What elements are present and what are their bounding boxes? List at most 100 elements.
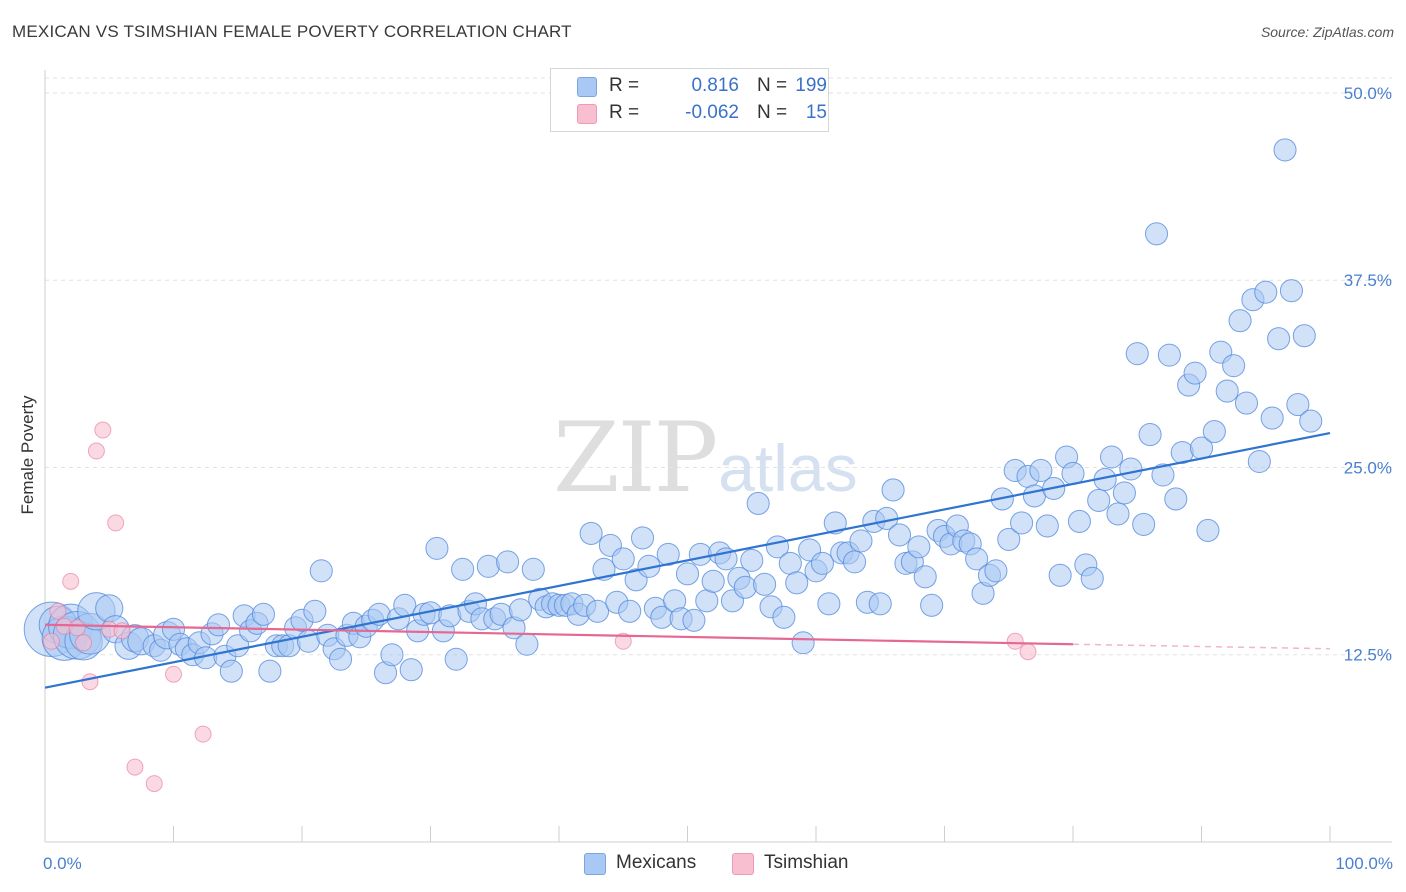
mexicans-point xyxy=(1299,409,1323,433)
legend-n-label: N = xyxy=(757,102,788,123)
tsimshian-point xyxy=(94,421,112,439)
mexicans-point xyxy=(1100,445,1124,469)
tsimshian-point xyxy=(42,632,60,650)
mexicans-point xyxy=(984,559,1008,583)
mexicans-point xyxy=(740,548,764,572)
tsimshian-trend-line xyxy=(44,623,1074,646)
x-tick-label: 100.0% xyxy=(1335,854,1393,873)
mexicans-point xyxy=(1247,449,1271,474)
mexicans-point xyxy=(1138,422,1162,447)
mexicans-point xyxy=(778,551,802,575)
mexicans-point xyxy=(1202,419,1226,444)
y-tick-label: 50.0% xyxy=(1344,84,1392,103)
mexicans-point xyxy=(1112,481,1136,505)
mexicans-point xyxy=(329,647,353,671)
mexicans-point xyxy=(251,602,276,626)
mexicans-point xyxy=(476,554,500,578)
mexicans-point xyxy=(425,536,449,560)
mexicans-point xyxy=(1080,566,1104,590)
chart-source: Source: ZipAtlas.com xyxy=(1260,24,1394,40)
mexicans-point xyxy=(380,643,404,667)
mexicans-point xyxy=(579,521,603,545)
tsimshian-point xyxy=(165,665,182,683)
mexicans-point xyxy=(1254,280,1278,304)
mexicans-point xyxy=(1125,342,1149,366)
mexicans-point xyxy=(1151,463,1175,487)
data-points xyxy=(23,138,1323,793)
mexicans-point xyxy=(496,550,520,574)
mexicans-point xyxy=(1234,391,1259,415)
mexicans-point xyxy=(1157,343,1181,367)
mexicans-point xyxy=(1260,406,1284,430)
tick-labels: 12.5% 25.0% 37.5% 50.0% 0.0% 100.0% xyxy=(43,84,1393,873)
mexicans-point xyxy=(206,613,231,637)
mexicans-point xyxy=(688,542,712,566)
mexicans-point xyxy=(451,557,475,581)
mexicans-point xyxy=(1279,279,1303,303)
mexicans-point xyxy=(1215,379,1239,403)
watermark-atlas: atlas xyxy=(718,431,858,505)
mexicans-point xyxy=(1183,361,1207,385)
legend-swatch-mexicans xyxy=(577,77,597,97)
mexicans-point xyxy=(1144,222,1169,246)
watermark-zip: ZIP xyxy=(553,402,718,514)
mexicans-point xyxy=(920,593,944,617)
mexicans-point xyxy=(1106,502,1130,526)
mexicans-point xyxy=(682,608,706,632)
tsimshian-point xyxy=(1006,632,1024,650)
tsimshian-point xyxy=(126,758,144,776)
mexicans-point xyxy=(1087,488,1111,512)
legend-swatch-tsimshian xyxy=(577,104,597,124)
y-axis-label: Female Poverty xyxy=(18,395,37,515)
y-tick-label: 37.5% xyxy=(1344,271,1392,290)
legend-r-label: R = xyxy=(609,102,640,123)
mexicans-point xyxy=(515,632,539,656)
tsimshian-point xyxy=(49,602,67,620)
correlation-legend: R = 0.816 N = 199 R = -0.062 N = 15 xyxy=(550,68,829,132)
mexicans-point xyxy=(1029,458,1053,483)
mexicans-point xyxy=(1286,393,1310,417)
mexicans-point xyxy=(907,535,931,559)
mexicans-point xyxy=(733,575,757,599)
mexicans-point xyxy=(444,647,468,671)
axes xyxy=(44,70,1392,843)
bottom-legend-swatch-mexicans xyxy=(584,853,606,875)
mexicans-point xyxy=(772,605,796,629)
mexicans-point xyxy=(1196,518,1220,542)
mexicans-point xyxy=(746,491,770,515)
mexicans-point xyxy=(1061,461,1085,486)
mexicans-point xyxy=(303,599,327,623)
mexicans-point xyxy=(618,599,642,623)
mexicans-point xyxy=(868,592,892,616)
x-tick-label: 0.0% xyxy=(43,854,82,873)
mexicans-point xyxy=(1228,309,1252,333)
mexicans-point xyxy=(1035,514,1059,538)
mexicans-point xyxy=(849,529,873,553)
y-tick-label: 12.5% xyxy=(1344,646,1392,665)
mexicans-point xyxy=(887,523,912,547)
mexicans-point xyxy=(219,659,243,683)
tsimshian-point xyxy=(614,632,632,650)
mexicans-point xyxy=(1010,511,1034,535)
mexicans-point xyxy=(521,557,545,581)
mexicans-point xyxy=(1048,563,1072,587)
tsimshian-point xyxy=(1019,643,1037,661)
tsimshian-point xyxy=(62,572,80,590)
tsimshian-point xyxy=(75,634,93,652)
mexicans-point xyxy=(393,593,417,617)
mexicans-point xyxy=(753,572,777,596)
mexicans-point xyxy=(823,511,847,535)
mexicans-point xyxy=(810,551,834,575)
trend-lines xyxy=(44,431,1331,689)
legend-r-label: R = xyxy=(609,75,640,96)
mexicans-point xyxy=(791,631,815,655)
mexicans-point xyxy=(843,550,867,574)
mexicans-point xyxy=(1222,354,1246,378)
legend-n-value: 15 xyxy=(805,102,827,123)
legend-n-value: 199 xyxy=(795,75,827,96)
bottom-legend-swatch-tsimshian xyxy=(732,853,754,875)
mexicans-point xyxy=(913,565,937,589)
mexicans-point xyxy=(399,658,423,682)
tsimshian-point xyxy=(87,442,105,460)
